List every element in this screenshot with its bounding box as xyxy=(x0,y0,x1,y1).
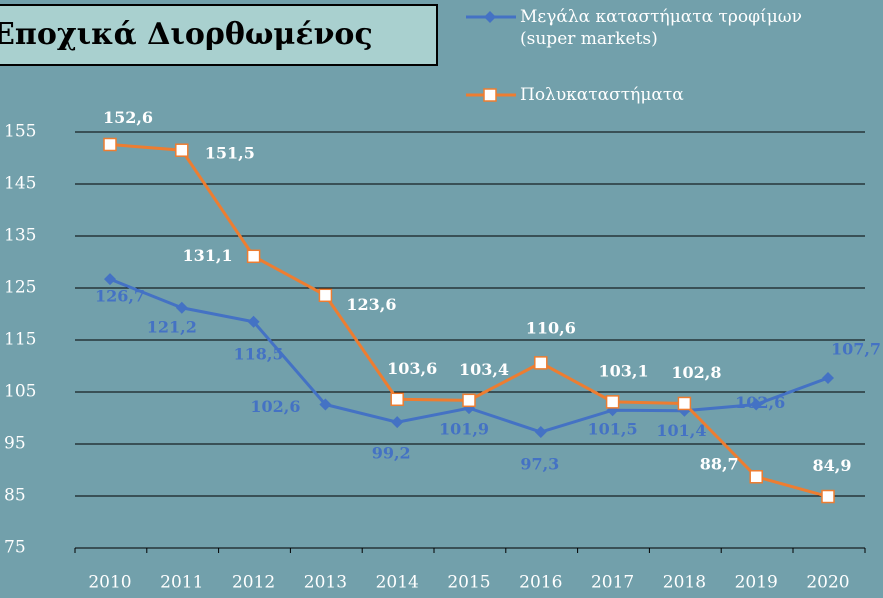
legend-icon xyxy=(466,11,516,23)
marker xyxy=(246,249,261,264)
data-label: 121,2 xyxy=(147,317,197,336)
data-label: 102,6 xyxy=(250,397,300,416)
x-tick-label: 2012 xyxy=(232,573,275,593)
legend-label: Πολυκαταστήματα xyxy=(520,85,684,105)
data-label: 151,5 xyxy=(205,144,255,163)
marker xyxy=(677,396,692,411)
legend-entry: Μεγάλα καταστήματα τροφίμων (super marke… xyxy=(460,6,860,50)
marker xyxy=(462,393,476,408)
x-tick-label: 2019 xyxy=(735,573,778,593)
y-tick-label: 135 xyxy=(4,226,36,246)
legend-label: Μεγάλα καταστήματα τροφίμων (super marke… xyxy=(520,7,802,49)
marker xyxy=(821,489,835,504)
marker xyxy=(247,315,260,328)
marker xyxy=(175,301,188,314)
data-label: 84,9 xyxy=(813,456,852,475)
x-tick-label: 2013 xyxy=(304,573,347,593)
x-tick-label: 2011 xyxy=(160,573,203,593)
y-tick-label: 155 xyxy=(4,122,36,142)
data-label: 101,9 xyxy=(439,420,489,439)
data-label: 99,2 xyxy=(372,444,411,463)
marker xyxy=(175,143,189,157)
data-label: 101,5 xyxy=(588,420,638,439)
x-tick-label: 2016 xyxy=(519,573,562,593)
legend-entry: Πολυκαταστήματα xyxy=(460,84,860,106)
marker xyxy=(318,288,333,303)
marker xyxy=(822,371,834,384)
x-tick-label: 2017 xyxy=(591,573,634,593)
data-label: 110,6 xyxy=(526,318,576,337)
y-tick-label: 105 xyxy=(4,382,36,402)
y-tick-label: 85 xyxy=(4,486,26,506)
data-label: 118,5 xyxy=(234,344,284,363)
marker xyxy=(104,273,116,286)
data-label: 131,1 xyxy=(183,246,233,265)
y-tick-label: 75 xyxy=(4,538,26,558)
legend-icon xyxy=(466,88,516,102)
y-tick-label: 115 xyxy=(4,330,36,350)
data-label: 102,6 xyxy=(735,393,785,412)
marker xyxy=(605,395,620,409)
data-label: 107,7 xyxy=(831,339,881,358)
data-label: 103,6 xyxy=(387,359,437,378)
marker xyxy=(750,398,763,411)
marker xyxy=(390,392,404,407)
data-label: 123,6 xyxy=(346,295,396,314)
data-label: 101,4 xyxy=(656,421,706,440)
data-label: 103,1 xyxy=(599,361,649,380)
marker xyxy=(391,416,404,429)
data-label: 103,4 xyxy=(459,360,509,379)
x-tick-label: 2015 xyxy=(447,573,490,593)
marker xyxy=(319,398,332,411)
data-label: 88,7 xyxy=(700,454,739,473)
marker xyxy=(103,137,117,152)
y-tick-label: 125 xyxy=(4,278,36,298)
y-tick-label: 95 xyxy=(4,434,26,454)
x-tick-label: 2010 xyxy=(88,573,131,593)
marker xyxy=(534,426,547,439)
title-box xyxy=(0,4,438,66)
chart-title: Εποχικά Διορθωμένος xyxy=(0,17,373,52)
data-label: 102,8 xyxy=(671,363,721,382)
x-tick-label: 2018 xyxy=(663,573,706,593)
data-label: 126,7 xyxy=(95,287,145,306)
x-tick-label: 2020 xyxy=(806,573,849,593)
marker xyxy=(534,356,548,370)
marker xyxy=(749,470,763,484)
data-label: 97,3 xyxy=(520,455,559,474)
data-label: 152,6 xyxy=(103,108,153,127)
y-tick-label: 145 xyxy=(4,174,36,194)
x-tick-label: 2014 xyxy=(376,573,419,593)
